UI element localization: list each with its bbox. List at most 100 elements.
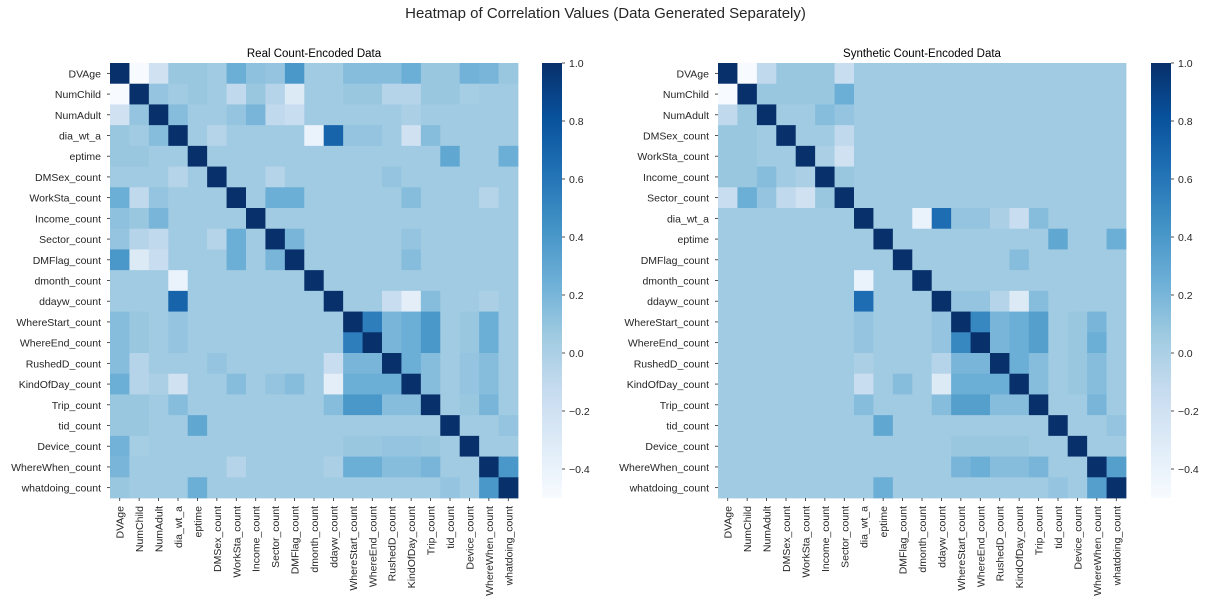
heatmap-cell [795, 456, 816, 478]
heatmap-cell [362, 456, 383, 478]
heatmap-cell [420, 415, 441, 437]
heatmap-cell [990, 394, 1010, 416]
heatmap-cell [304, 125, 325, 147]
heatmap-cell [1067, 394, 1088, 416]
heatmap-cell [990, 125, 1010, 147]
heatmap-cell [1067, 63, 1088, 85]
heatmap-cell [1106, 145, 1127, 167]
heatmap-cell [148, 456, 169, 478]
y-tick-label: Sector_count [647, 193, 709, 205]
heatmap-cell [756, 228, 777, 250]
heatmap-cell [362, 63, 383, 85]
heatmap-cell [168, 83, 189, 105]
heatmap-cell [323, 228, 344, 250]
heatmap-cell [718, 166, 738, 188]
heatmap-cell [148, 311, 169, 333]
heatmap-cell [148, 290, 169, 312]
y-tick-label: NumChild [55, 89, 101, 101]
heatmap-cell [498, 290, 519, 312]
heatmap-cell [246, 353, 266, 375]
heatmap-cell [284, 208, 305, 230]
heatmap-cell [362, 104, 383, 126]
heatmap-cell [207, 249, 227, 271]
heatmap-cell [479, 249, 499, 271]
heatmap-cell [795, 477, 816, 499]
heatmap-cell [951, 270, 971, 292]
heatmap-cell [718, 270, 738, 292]
heatmap-cell [931, 104, 952, 126]
x-tick-label: Trip_count [426, 506, 438, 555]
heatmap-cell [756, 166, 777, 188]
heatmap-cell [304, 290, 325, 312]
heatmap-cell [440, 394, 461, 416]
heatmap-cell [776, 166, 797, 188]
heatmap-cell [129, 83, 150, 105]
heatmap-cell [226, 166, 247, 188]
heatmap-cell [1067, 373, 1088, 395]
heatmap-cell [440, 332, 461, 354]
heatmap-cell [970, 63, 991, 85]
heatmap-cell [756, 187, 777, 209]
heatmap-cell [459, 270, 480, 292]
heatmap-cell [1087, 249, 1107, 271]
heatmap-cell [912, 63, 933, 85]
heatmap-cell [168, 290, 189, 312]
heatmap-cell [323, 63, 344, 85]
heatmap-cell [479, 63, 499, 85]
heatmap-cell [382, 477, 402, 499]
y-tick-label: KindOfDay_count [19, 379, 101, 391]
heatmap-cell [776, 456, 797, 478]
heatmap-cell [479, 166, 499, 188]
heatmap-cell [795, 208, 816, 230]
heatmap-cell [265, 456, 286, 478]
heatmap-cell [1067, 270, 1088, 292]
heatmap-cell [129, 290, 150, 312]
heatmap-cell [931, 435, 952, 457]
heatmap-cell [265, 208, 286, 230]
heatmap-cell [265, 83, 286, 105]
heatmap-cell [1028, 187, 1049, 209]
heatmap-cell [854, 435, 874, 457]
heatmap-cell [1028, 435, 1049, 457]
heatmap-cell [343, 187, 363, 209]
heatmap-cell [854, 415, 874, 437]
figure-title: Heatmap of Correlation Values (Data Gene… [405, 5, 806, 22]
heatmap-cell [892, 104, 913, 126]
heatmap-cell [498, 125, 519, 147]
heatmap-cell [756, 104, 777, 126]
heatmap-cell [776, 125, 797, 147]
heatmap-cell [970, 145, 991, 167]
heatmap-cell [1106, 166, 1127, 188]
heatmap-cell [815, 435, 835, 457]
heatmap-cell [459, 311, 480, 333]
heatmap-cell [323, 415, 344, 437]
heatmap-cell [1067, 166, 1088, 188]
heatmap-cell [168, 373, 189, 395]
heatmap-cell [718, 290, 738, 312]
heatmap-cell [776, 187, 797, 209]
colorbar-tick-label: 0.8 [1178, 116, 1193, 128]
heatmap-cell [834, 208, 855, 230]
heatmap-cell [265, 435, 286, 457]
heatmap-cell [737, 270, 758, 292]
heatmap-cell [931, 270, 952, 292]
heatmap-cell [207, 373, 227, 395]
heatmap-cell [187, 456, 208, 478]
heatmap-cell [110, 290, 130, 312]
heatmap-cell [187, 332, 208, 354]
heatmap-cell [110, 311, 130, 333]
heatmap-cell [420, 332, 441, 354]
heatmap-cell [1106, 456, 1127, 478]
heatmap-cell [873, 415, 894, 437]
heatmap-cell [343, 415, 363, 437]
heatmap-cell [990, 104, 1010, 126]
heatmap-cell [990, 332, 1010, 354]
heatmap-cell [756, 332, 777, 354]
heatmap-cell [1087, 187, 1107, 209]
heatmap-cell [440, 104, 461, 126]
heatmap-cell [304, 270, 325, 292]
heatmap-cell [912, 208, 933, 230]
heatmap-cell [246, 208, 266, 230]
heatmap-cell [343, 270, 363, 292]
heatmap-cell [834, 415, 855, 437]
